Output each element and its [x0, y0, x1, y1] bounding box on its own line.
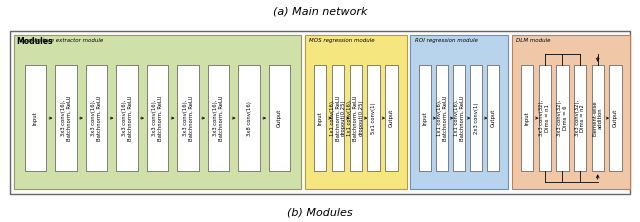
Bar [556, 65, 568, 171]
Bar [177, 65, 199, 171]
Text: Input: Input [33, 111, 38, 125]
Text: Local feature extractor module: Local feature extractor module [19, 38, 104, 43]
Text: 3x3 conv(16),
Batchnorm, ReLU: 3x3 conv(16), Batchnorm, ReLU [182, 95, 193, 141]
Bar [147, 65, 168, 171]
Bar [55, 65, 77, 171]
Bar [116, 65, 138, 171]
Bar [14, 35, 301, 189]
Bar [86, 65, 107, 171]
Text: 1x1 conv(16),
Batchnorm, ReLU
dropout(0.25): 1x1 conv(16), Batchnorm, ReLU dropout(0.… [348, 95, 364, 141]
Text: 2x3 conv(1): 2x3 conv(1) [474, 102, 479, 134]
Bar [436, 65, 448, 171]
Bar [208, 65, 229, 171]
Bar [488, 65, 499, 171]
Bar [269, 65, 291, 171]
Text: MOS regression module: MOS regression module [309, 38, 375, 43]
Text: 3x3 conv(16),
Batchnorm, ReLU: 3x3 conv(16), Batchnorm, ReLU [91, 95, 102, 141]
Text: 3x8 conv(16): 3x8 conv(16) [246, 101, 252, 136]
Bar [385, 65, 397, 171]
Bar [512, 35, 630, 189]
Text: 1x1 conv(16),
Batchnorm, ReLU: 1x1 conv(16), Batchnorm, ReLU [436, 95, 447, 141]
Text: 1x1 conv(16),
Batchnorm, ReLU: 1x1 conv(16), Batchnorm, ReLU [454, 95, 465, 141]
Text: Input: Input [422, 111, 428, 125]
Bar [470, 65, 483, 171]
Text: 3x3 conv(32),
Dims = 6: 3x3 conv(32), Dims = 6 [557, 100, 568, 136]
Text: Output: Output [277, 109, 282, 127]
Bar [538, 65, 551, 171]
Bar [349, 65, 362, 171]
Bar [574, 65, 586, 171]
Bar [314, 65, 326, 171]
Text: 3x3 conv(16),
Batchnorm, ReLU: 3x3 conv(16), Batchnorm, ReLU [122, 95, 132, 141]
Text: Input: Input [317, 111, 323, 125]
Bar [239, 65, 260, 171]
Text: ROI regression module: ROI regression module [415, 38, 477, 43]
Bar [521, 65, 533, 171]
Bar [367, 65, 380, 171]
Bar [419, 65, 431, 171]
Text: Modules: Modules [16, 37, 52, 46]
Bar [305, 35, 406, 189]
Text: 5x1 conv(1): 5x1 conv(1) [371, 102, 376, 134]
Text: (b) Modules: (b) Modules [287, 208, 353, 218]
Text: 3x3 conv(32),
Dims = n1: 3x3 conv(32), Dims = n1 [540, 100, 550, 136]
Text: Input: Input [525, 111, 529, 125]
Text: 3x3 conv(16),
Batchnorm, ReLU: 3x3 conv(16), Batchnorm, ReLU [152, 95, 163, 141]
Text: Element-wise
addition: Element-wise addition [592, 100, 603, 136]
Text: (a) Main network: (a) Main network [273, 7, 367, 17]
Bar [410, 35, 508, 189]
Text: 1x1 conv(16),
Batchnorm, ReLU
dropout(0.25): 1x1 conv(16), Batchnorm, ReLU dropout(0.… [330, 95, 346, 141]
Bar [25, 65, 46, 171]
Bar [591, 65, 604, 171]
Bar [332, 65, 344, 171]
Text: DLM module: DLM module [516, 38, 551, 43]
Text: Output: Output [491, 109, 496, 127]
Text: Output: Output [389, 109, 394, 127]
Text: 3x3 conv(32),
Dims = n2: 3x3 conv(32), Dims = n2 [575, 100, 586, 136]
Text: Output: Output [613, 109, 618, 127]
Bar [453, 65, 465, 171]
Text: 3x3 conv(16),
Batchnorm, ReLU: 3x3 conv(16), Batchnorm, ReLU [213, 95, 224, 141]
Bar [609, 65, 621, 171]
Text: 3x3 conv(16),
Batchnorm, ReLU: 3x3 conv(16), Batchnorm, ReLU [61, 95, 72, 141]
